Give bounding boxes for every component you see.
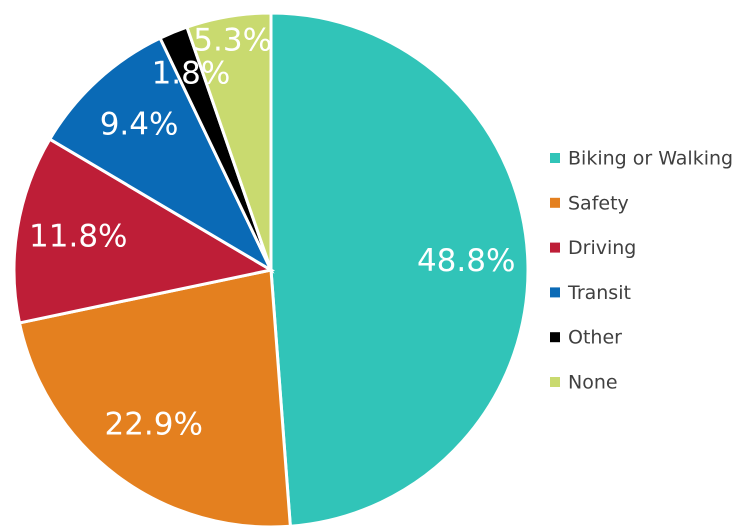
slice-label: 11.8% — [29, 219, 127, 255]
slice-label: 5.3% — [193, 22, 272, 58]
pie-slice — [269, 11, 530, 528]
slice-label: 22.9% — [104, 407, 202, 443]
pie-slice — [17, 268, 292, 528]
slice-labels: 48.8% 22.9% 11.8% 9.4% 1.8%5.3% — [29, 22, 515, 442]
legend-swatch — [550, 377, 560, 387]
slice-label: 48.8% — [417, 243, 515, 279]
legend-label: Transit — [567, 282, 631, 304]
pie-slice — [185, 11, 273, 271]
legend: Biking or Walking Safety Driving Transit Oth… — [550, 148, 733, 394]
legend-label: None — [568, 372, 618, 394]
legend-label: Other — [568, 327, 622, 349]
legend-swatch — [550, 153, 560, 163]
legend-label: Driving — [568, 237, 636, 259]
legend-swatch — [550, 332, 560, 343]
pie-slice — [47, 36, 275, 274]
legend-label: Safety — [568, 192, 629, 214]
slice-label: 1.8% — [152, 56, 231, 92]
legend-label: Biking or Walking — [568, 148, 733, 170]
slice-label: 9.4% — [100, 106, 179, 142]
pie — [12, 11, 530, 528]
legend-swatch — [550, 197, 560, 208]
pie-slice — [12, 137, 276, 325]
legend-swatch — [550, 242, 560, 253]
legend-swatch — [550, 287, 560, 298]
